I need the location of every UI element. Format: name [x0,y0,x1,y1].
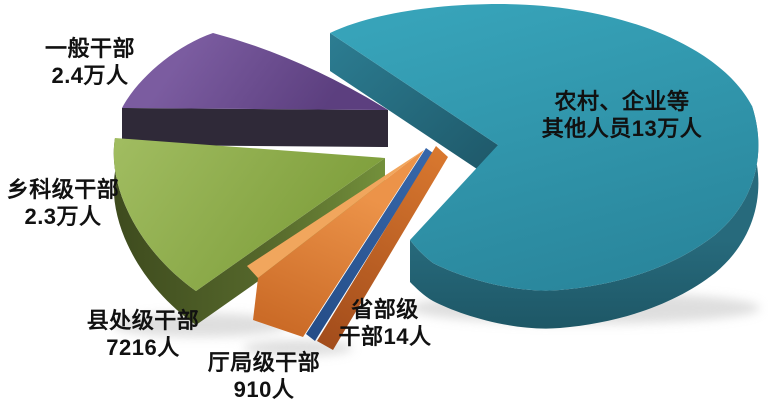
label-line: 7216人 [106,335,180,360]
label-line: 厅局级干部 [207,350,321,375]
slice-tingju-front [253,150,424,337]
label-line: 其他人员13万人 [541,116,703,141]
label-line: 农村、企业等 [554,89,690,114]
label-line: 省部级 [351,297,419,322]
slice-xiangke-top [113,138,385,291]
slice-nongcun-top [330,4,759,291]
label-line: 2.4万人 [51,63,129,88]
slice-nongcun-cutface [330,33,498,183]
label-yiban-ganbu: 一般干部 2.4万人 [15,35,165,89]
label-tingju-ganbu: 厅局级干部 910人 [198,349,330,403]
label-line: 一般干部 [44,36,135,61]
label-nongcun-qiye: 农村、企业等 其他人员13万人 [522,88,722,142]
label-line: 2.3万人 [24,204,102,229]
label-line: 干部14人 [338,324,432,349]
label-xianchu-ganbu: 县处级干部 7216人 [74,307,212,361]
label-line: 乡科级干部 [6,177,120,202]
label-line: 910人 [233,377,295,402]
slice-nongcun-side [410,106,759,329]
label-shengbu-ganbu: 省部级 干部14人 [333,296,437,350]
slice-shengbu-face [306,148,433,341]
slice-tingju-top [247,150,424,278]
slice-yiban-side [122,108,388,147]
slice-yiban-top [122,33,388,110]
label-line: 县处级干部 [86,308,200,333]
label-xiangke-ganbu: 乡科级干部 2.3万人 [0,176,126,230]
slice-xianchu-face [317,146,448,350]
